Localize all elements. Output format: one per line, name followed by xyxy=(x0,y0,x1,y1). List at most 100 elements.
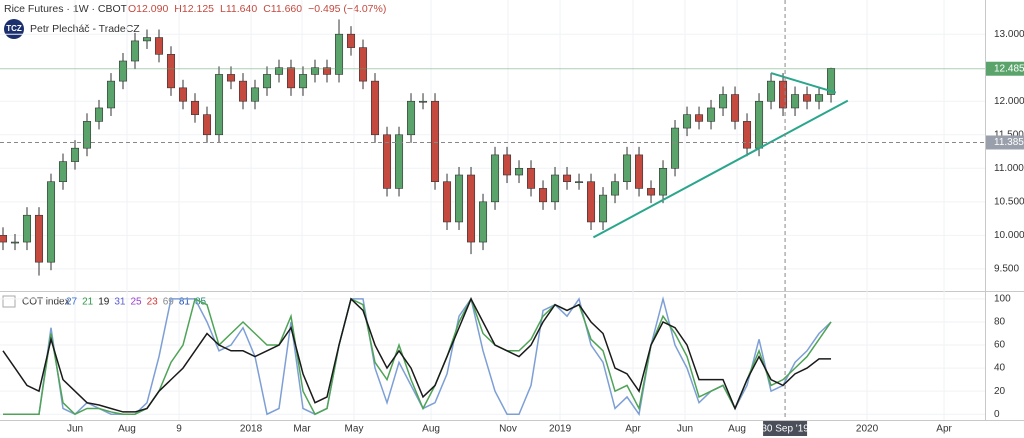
indicator-line xyxy=(3,295,832,417)
ohlc-value: −0.495 (−4.07%) xyxy=(308,3,386,15)
candle-body xyxy=(659,167,668,196)
indicator-param: 31 xyxy=(114,297,126,308)
candle-body xyxy=(286,67,296,89)
candle-body xyxy=(322,67,332,75)
candle-body xyxy=(683,114,692,129)
trendline xyxy=(592,99,849,239)
logo-text: TCZ xyxy=(6,24,22,33)
x-tick-label: Aug xyxy=(422,424,440,435)
y-tick-label: 11.000 xyxy=(994,163,1024,174)
candle-body xyxy=(563,174,572,183)
ohlc-value: H12.125 xyxy=(174,3,214,15)
candle-body xyxy=(767,80,776,102)
candle-body xyxy=(82,121,92,149)
candle-body xyxy=(478,201,488,243)
y2-tick-label: 60 xyxy=(994,340,1006,351)
candle-body xyxy=(454,174,464,223)
candle-body xyxy=(274,67,284,75)
indicator-param: 81 xyxy=(179,297,191,308)
indicator-param: 25 xyxy=(131,297,143,308)
trendline xyxy=(770,72,837,94)
y-tick-label: 10.500 xyxy=(994,196,1024,207)
candle-body xyxy=(779,80,788,109)
candle-body xyxy=(370,80,380,136)
candle-body xyxy=(178,87,188,102)
candle-body xyxy=(671,127,680,169)
candle-body xyxy=(707,107,716,122)
candle-body xyxy=(142,37,152,42)
candle-body xyxy=(719,94,728,109)
x-tick-label: Aug xyxy=(118,424,136,435)
indicator-title: COT index xyxy=(22,297,70,308)
x-tick-label: May xyxy=(345,424,364,435)
candle-body xyxy=(442,181,452,223)
x-tick-label: Aug xyxy=(728,424,746,435)
y-tick-label: 11.500 xyxy=(994,129,1024,140)
candle-body xyxy=(539,188,548,203)
x-tick-label: Jun xyxy=(67,424,83,435)
candle-body xyxy=(130,40,140,62)
last-price-label: 12.485 xyxy=(994,63,1024,74)
symbol: Rice Futures · 1W · CBOT xyxy=(4,3,128,15)
candle-body xyxy=(106,80,116,109)
candle-body xyxy=(527,167,536,189)
candle-body xyxy=(346,33,356,48)
candle-body xyxy=(490,154,500,203)
y2-tick-label: 80 xyxy=(994,317,1006,328)
collapse-button[interactable] xyxy=(2,295,16,308)
candle-body xyxy=(406,100,416,136)
x-tick-label: Mar xyxy=(293,424,311,435)
candle-body xyxy=(46,181,56,263)
candle-body xyxy=(791,94,800,109)
candle-body xyxy=(250,87,260,102)
candle-body xyxy=(226,74,236,82)
ohlc-value: L11.640 xyxy=(220,3,257,15)
x-tick-label: 2019 xyxy=(549,424,572,435)
candle-body xyxy=(418,100,428,103)
candle-body xyxy=(382,134,392,189)
candle-body xyxy=(599,194,608,223)
candle-body xyxy=(262,74,272,89)
x-tick-label: Jun xyxy=(677,424,693,435)
candle-body xyxy=(695,114,704,122)
candle-body xyxy=(755,100,764,149)
candle-body xyxy=(238,80,248,102)
candle-body xyxy=(587,181,596,223)
indicator-line xyxy=(3,297,832,416)
candle-body xyxy=(190,100,200,115)
x-tick-label: 9 xyxy=(176,424,182,435)
legend-header: Rice Futures · 1W · CBOT TCZ Petr Plechá… xyxy=(4,3,386,39)
candle-body xyxy=(166,54,176,89)
candle-body xyxy=(611,181,620,196)
x-tick-label: Apr xyxy=(936,424,952,435)
candle-body xyxy=(214,74,224,136)
candle-body xyxy=(298,74,308,89)
candle-body xyxy=(154,37,164,55)
candle-body xyxy=(515,167,524,176)
candle-body xyxy=(815,94,824,102)
x-tick-label: 2020 xyxy=(856,424,879,435)
author: Petr Plecháč - TradeCZ xyxy=(30,23,140,35)
crosshair-y-badge xyxy=(986,135,1024,150)
candle-body xyxy=(0,235,8,243)
x-tick-label: Apr xyxy=(625,424,641,435)
candle-body xyxy=(118,60,128,82)
candle-body xyxy=(70,147,80,162)
candle-body xyxy=(803,94,812,102)
indicator-param: 27 xyxy=(66,297,78,308)
candle-body xyxy=(466,174,476,243)
indicator-param: 69 xyxy=(163,297,175,308)
indicator-line xyxy=(2,297,832,413)
candle-body xyxy=(22,214,32,243)
candle-body xyxy=(58,161,68,183)
crosshair-x-badge xyxy=(763,421,808,436)
x-tick-label: Nov xyxy=(499,424,517,435)
indicator-param: 23 xyxy=(147,297,159,308)
candle-body xyxy=(394,134,404,189)
crosshair-x-label: 30 Sep '19 xyxy=(761,424,809,435)
indicator-param: 19 xyxy=(98,297,110,308)
indicator-param: 21 xyxy=(82,297,94,308)
candle-body xyxy=(310,67,320,75)
y-tick-label: 10.000 xyxy=(994,230,1024,241)
